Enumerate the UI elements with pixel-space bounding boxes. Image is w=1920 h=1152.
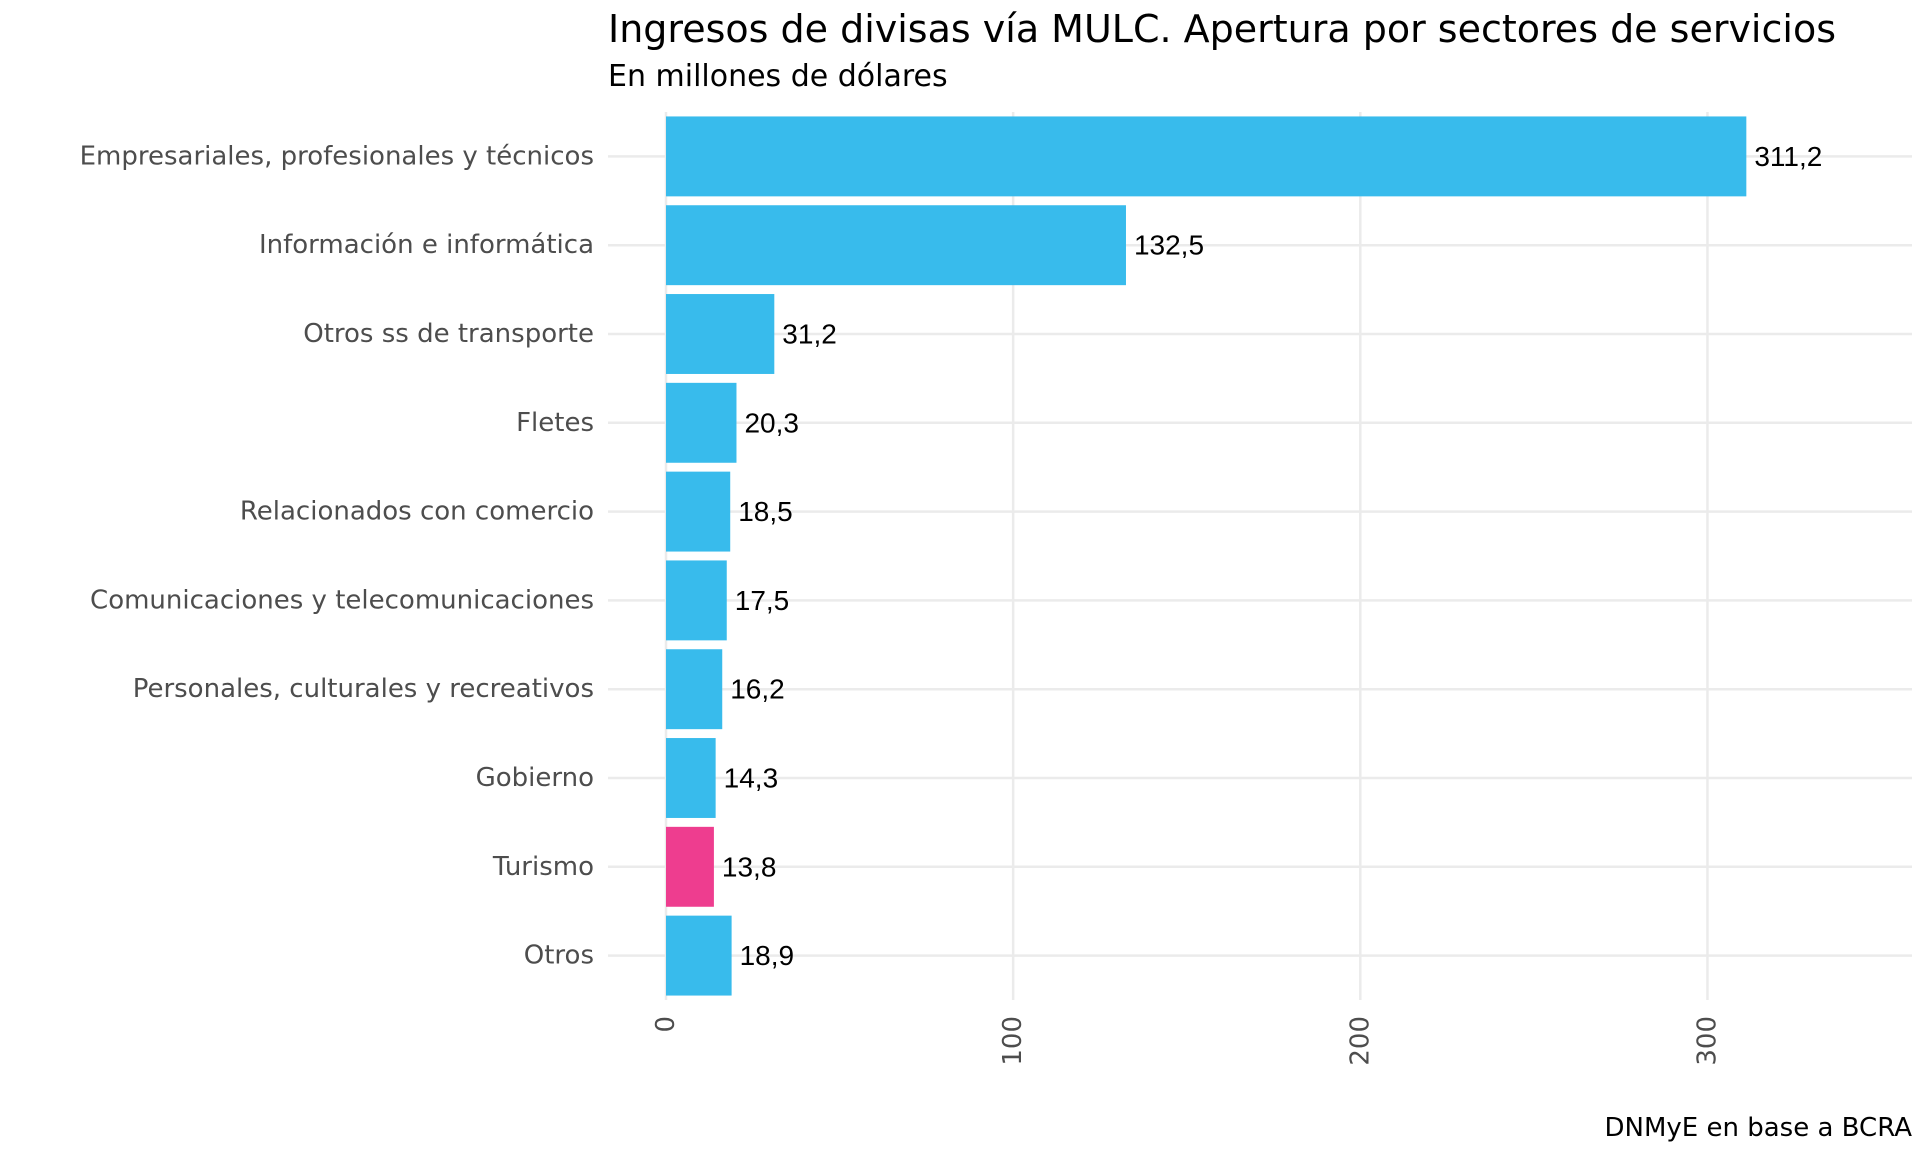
category-labels: Empresariales, profesionales y técnicos I… <box>80 141 594 970</box>
category-label-8: Turismo <box>492 852 594 882</box>
bar-9 <box>666 915 732 996</box>
bar-3 <box>666 382 737 463</box>
category-label-9: Otros <box>524 941 594 971</box>
value-label-4: 18,5 <box>738 496 793 527</box>
bar-8 <box>666 826 714 907</box>
bar-7 <box>666 738 716 818</box>
category-label-1: Información e informática <box>259 230 594 260</box>
category-label-5: Comunicaciones y telecomunicaciones <box>90 585 594 615</box>
x-tick-label-1: 100 <box>998 1016 1028 1066</box>
category-label-6: Personales, culturales y recreativos <box>133 674 594 704</box>
x-tick-label-3: 300 <box>1692 1016 1722 1066</box>
category-label-2: Otros ss de transporte <box>303 319 594 349</box>
value-label-0: 311,2 <box>1754 141 1822 172</box>
bar-5 <box>666 560 727 641</box>
x-tick-label-0: 0 <box>651 1016 681 1033</box>
value-label-6: 16,2 <box>730 674 785 705</box>
chart-caption: DNMyE en base a BCRA <box>1605 1113 1913 1143</box>
value-label-3: 20,3 <box>744 407 799 438</box>
category-label-3: Fletes <box>516 408 594 438</box>
value-labels: 311,2 132,5 31,2 20,3 18,5 17,5 16,2 14,3 13,8 18… <box>722 141 1822 971</box>
x-axis-tick-labels: 0 100 200 300 <box>651 1016 1722 1066</box>
value-label-8: 13,8 <box>722 851 777 882</box>
value-label-5: 17,5 <box>735 585 790 616</box>
value-label-1: 132,5 <box>1134 230 1204 261</box>
chart-title: Ingresos de divisas vía MULC. Apertura p… <box>608 7 1836 51</box>
category-label-0: Empresariales, profesionales y técnicos <box>80 141 594 171</box>
x-tick-label-2: 200 <box>1345 1016 1375 1066</box>
value-label-7: 14,3 <box>724 763 779 794</box>
bar-0 <box>666 116 1747 197</box>
category-label-7: Gobierno <box>476 763 594 793</box>
bars <box>666 116 1747 996</box>
bar-6 <box>666 649 723 730</box>
bar-2 <box>666 294 775 374</box>
value-label-2: 31,2 <box>782 319 837 350</box>
chart-subtitle: En millones de dólares <box>608 59 948 94</box>
category-label-4: Relacionados con comercio <box>240 497 594 527</box>
value-label-9: 18,9 <box>740 940 795 971</box>
bar-1 <box>666 205 1126 286</box>
bar-4 <box>666 471 731 552</box>
